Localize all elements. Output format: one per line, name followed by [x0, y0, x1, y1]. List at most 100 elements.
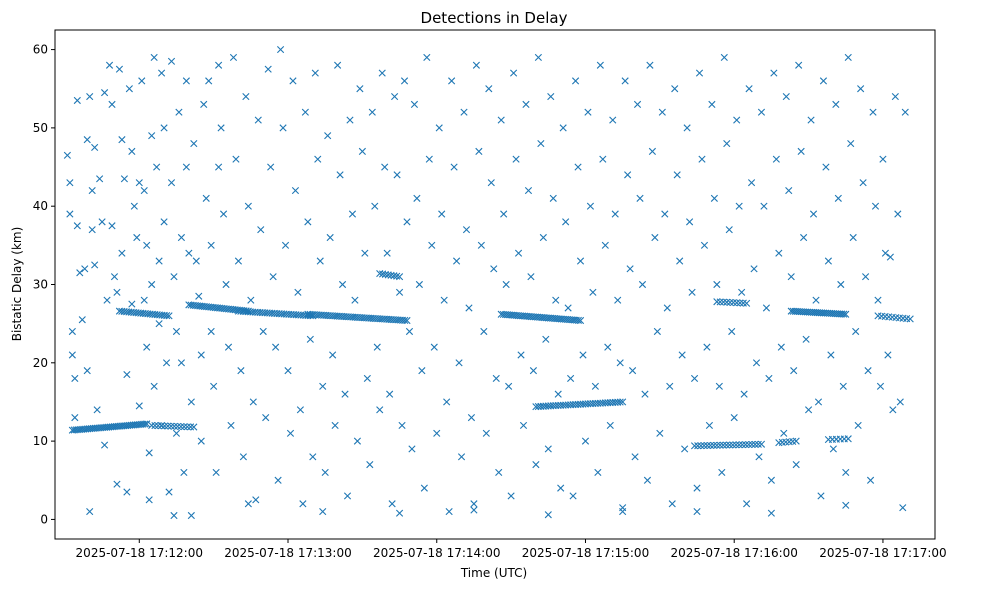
data-point — [356, 85, 364, 93]
data-point — [438, 210, 446, 218]
data-point — [105, 61, 114, 69]
data-point — [579, 351, 587, 359]
data-point — [334, 61, 342, 69]
data-point — [730, 414, 738, 422]
data-point — [264, 65, 272, 73]
data-point — [197, 437, 205, 445]
data-point — [91, 143, 99, 152]
data-point — [849, 233, 857, 242]
data-point — [658, 108, 666, 116]
data-point — [726, 441, 734, 449]
data-point — [527, 273, 535, 281]
data-point — [180, 468, 188, 477]
data-point — [715, 382, 723, 390]
data-point — [725, 226, 733, 234]
data-point — [792, 437, 800, 445]
data-point — [780, 429, 788, 437]
data-point — [296, 406, 304, 414]
data-point — [713, 441, 721, 449]
data-point — [460, 108, 468, 116]
data-point — [462, 226, 471, 234]
data-point — [443, 398, 451, 406]
data-point — [83, 136, 91, 144]
data-point — [716, 441, 724, 449]
data-point — [881, 249, 890, 257]
data-point — [601, 241, 609, 249]
data-point — [626, 265, 634, 273]
data-point — [190, 139, 198, 148]
data-point — [480, 327, 488, 336]
data-point — [73, 222, 81, 230]
data-point — [286, 429, 295, 437]
data-point — [792, 461, 800, 469]
data-point — [239, 453, 247, 461]
data-point — [681, 445, 689, 453]
data-point — [291, 186, 300, 195]
data-point — [281, 241, 290, 249]
y-tick-label: 60 — [33, 43, 48, 57]
data-point — [688, 288, 696, 296]
data-point — [591, 382, 599, 390]
data-point — [710, 194, 718, 202]
data-point — [871, 202, 880, 210]
data-point — [445, 508, 453, 516]
y-axis: 0 10 20 30 40 50 60 — [33, 43, 55, 526]
data-point — [187, 511, 195, 520]
data-point — [723, 298, 731, 306]
data-point — [177, 422, 185, 431]
data-point — [338, 280, 347, 289]
data-point — [383, 249, 391, 257]
data-point — [93, 406, 101, 414]
data-point — [576, 316, 585, 325]
data-point — [195, 292, 203, 300]
data-point — [844, 53, 852, 61]
data-point — [361, 249, 369, 257]
data-point — [740, 390, 748, 398]
data-point — [257, 226, 265, 234]
data-point — [289, 77, 297, 85]
data-point — [529, 367, 538, 375]
data-point — [140, 296, 148, 304]
data-point — [395, 288, 404, 296]
x-tick-label: 2025-07-18 17:13:00 — [224, 546, 351, 560]
data-point — [651, 233, 659, 242]
data-point — [760, 202, 768, 210]
data-point — [165, 312, 173, 320]
data-point — [700, 241, 709, 249]
data-point — [482, 429, 490, 437]
data-point — [160, 218, 168, 226]
data-point — [123, 370, 131, 379]
data-point — [348, 210, 357, 218]
data-point — [720, 53, 728, 61]
data-point — [190, 423, 198, 431]
data-point — [896, 398, 904, 406]
data-point — [413, 194, 421, 202]
data-point — [790, 367, 798, 375]
data-point — [879, 155, 887, 163]
data-point — [353, 437, 362, 445]
data-point — [155, 320, 163, 328]
data-point — [750, 265, 758, 273]
data-point — [415, 280, 423, 289]
data-point — [165, 488, 173, 496]
data-point — [512, 155, 520, 163]
data-point — [76, 269, 84, 277]
data-point — [576, 257, 585, 265]
data-point — [177, 233, 186, 242]
data-point — [425, 155, 433, 163]
data-point — [656, 429, 664, 437]
data-point — [683, 124, 691, 132]
data-point — [733, 116, 741, 124]
data-point — [668, 500, 676, 508]
data-point — [616, 359, 624, 367]
data-point — [497, 116, 505, 124]
data-point — [901, 108, 909, 116]
data-point — [299, 500, 307, 508]
data-point — [401, 316, 409, 324]
data-point — [752, 359, 761, 367]
data-point — [167, 422, 175, 430]
data-point — [852, 327, 860, 336]
data-point — [770, 69, 778, 77]
data-point — [705, 421, 714, 430]
data-point — [619, 398, 627, 406]
